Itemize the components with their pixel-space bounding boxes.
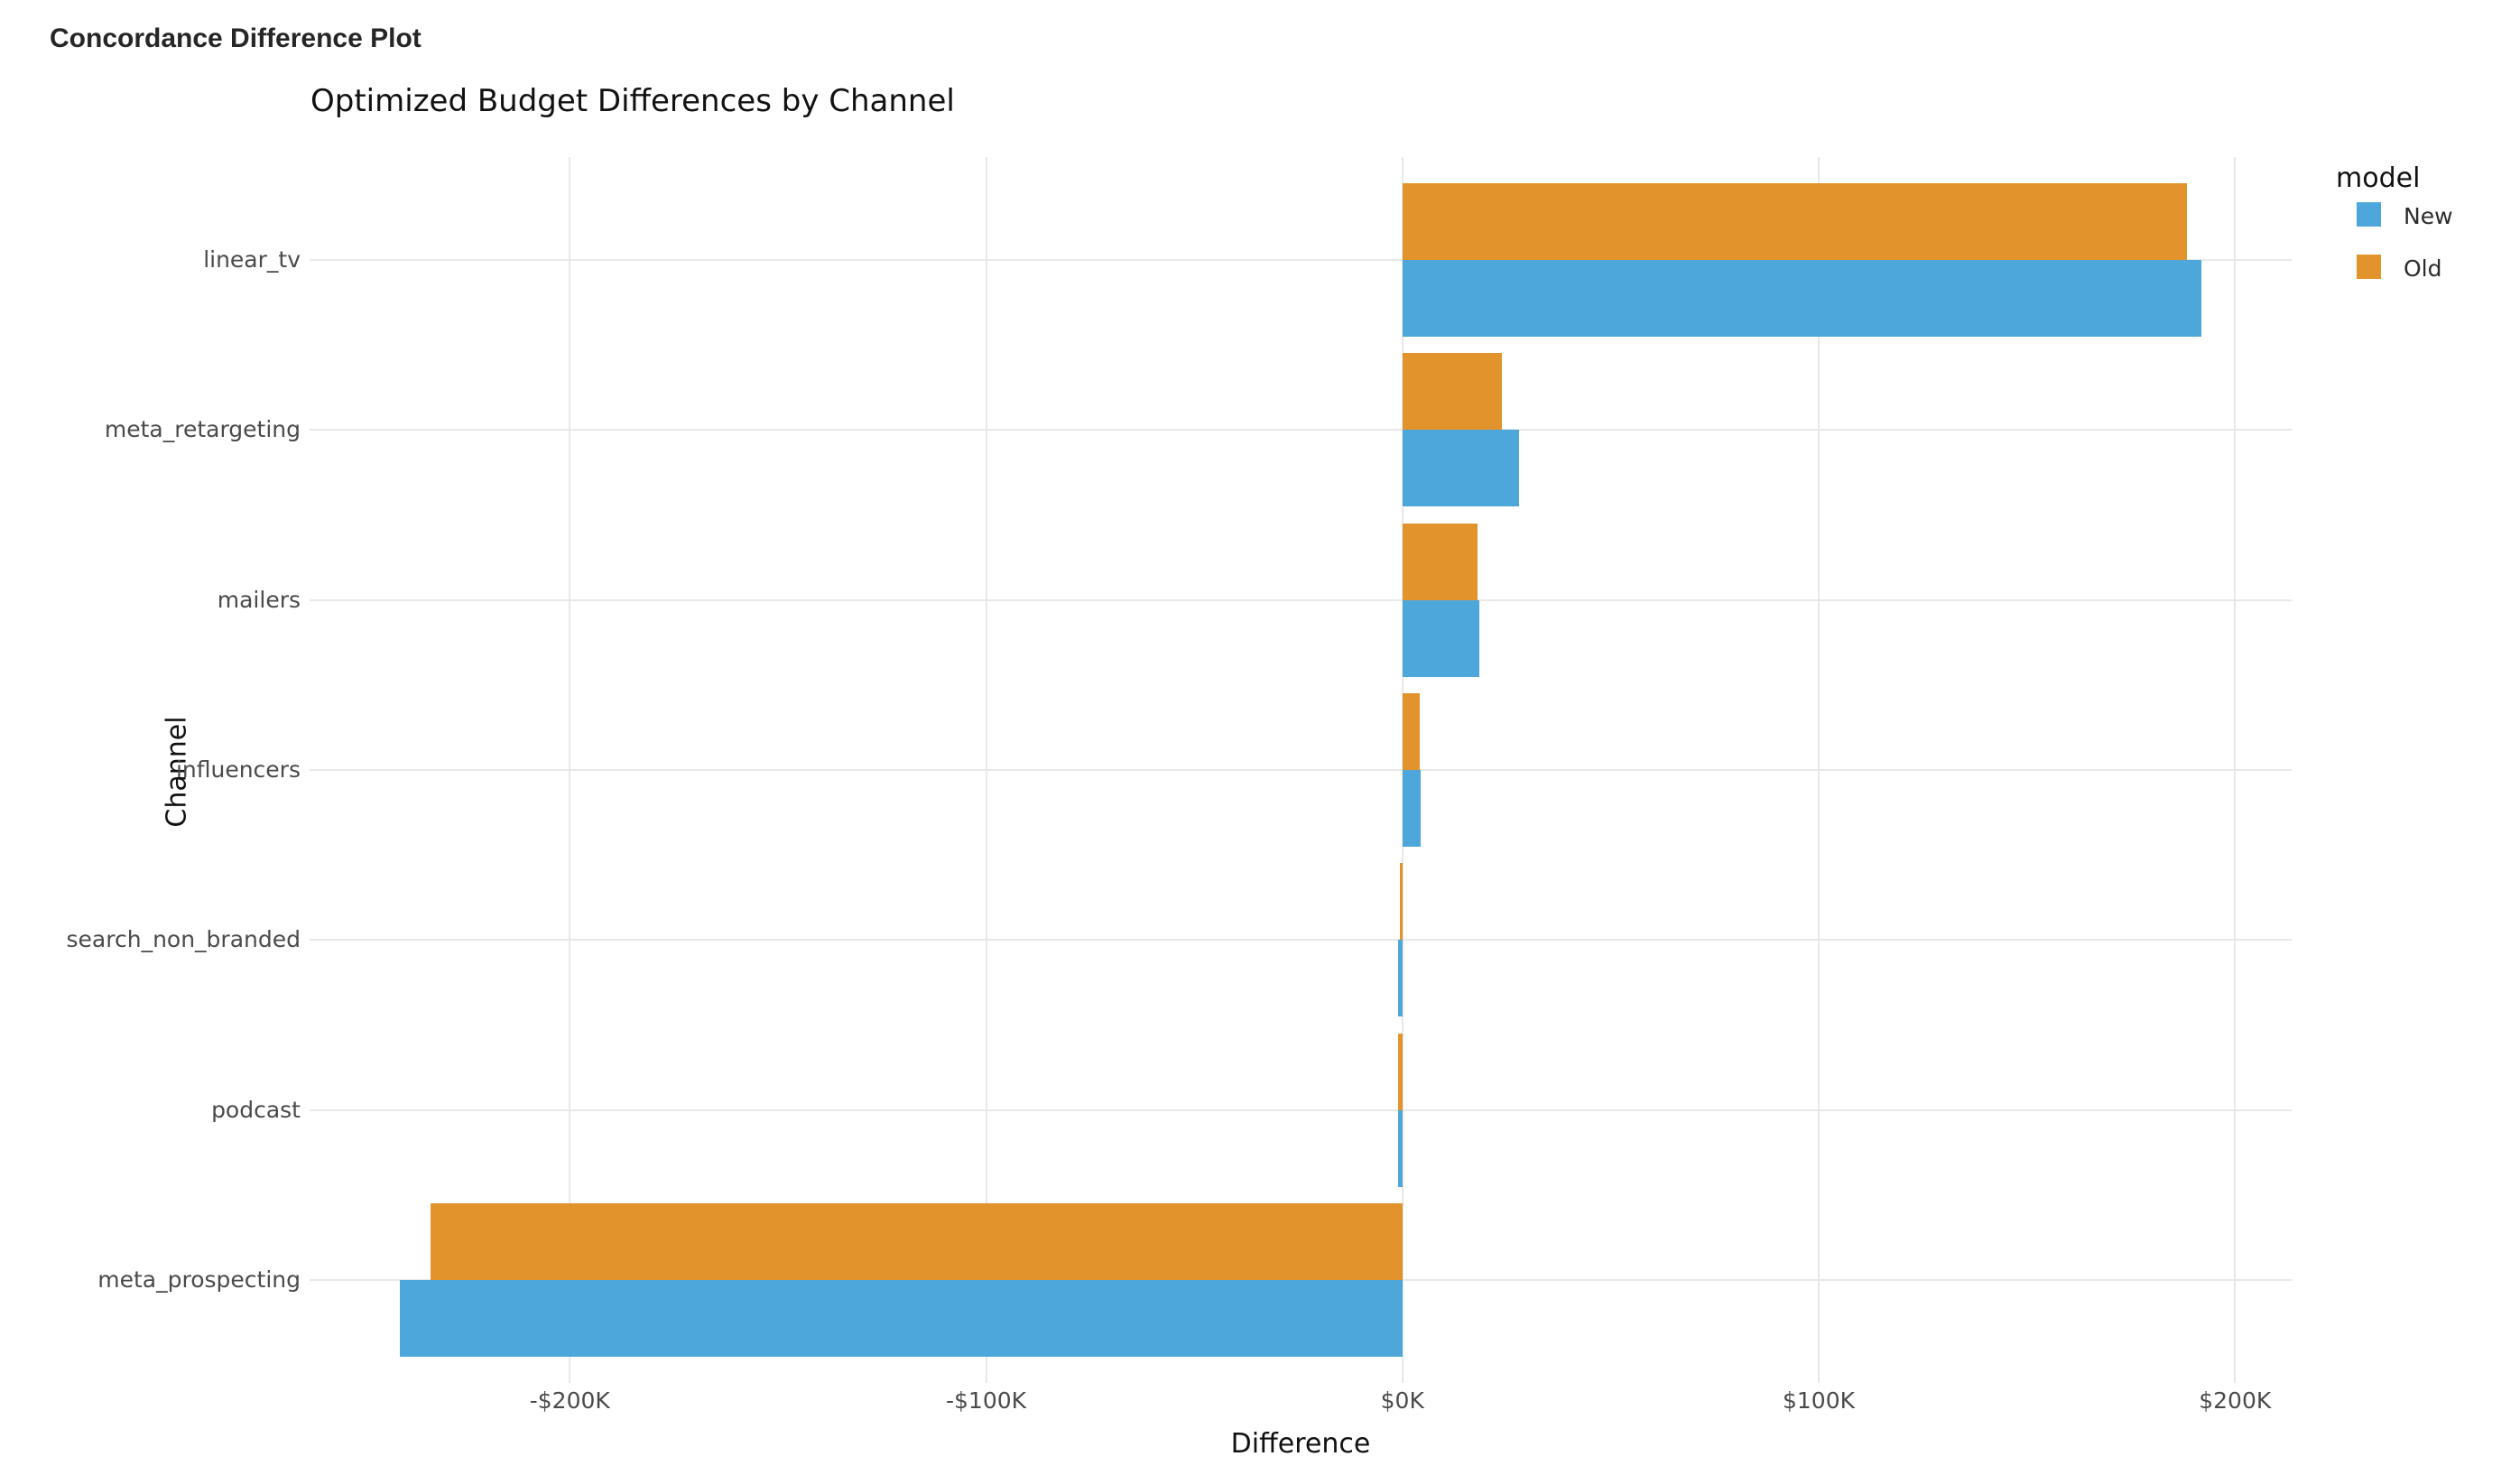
legend-swatch-new	[2357, 202, 2381, 227]
legend-title: model	[2336, 162, 2421, 194]
y-tick-label: mailers	[217, 586, 301, 613]
y-tick-label: search_non_branded	[66, 926, 301, 953]
y-tick-label: podcast	[211, 1096, 301, 1123]
bar-old-influencers	[1402, 692, 1420, 770]
y-gridline	[310, 939, 2292, 942]
bar-new-meta_prospecting	[400, 1279, 1403, 1357]
bar-new-podcast	[1398, 1109, 1403, 1187]
legend-item-label: Old	[2404, 255, 2442, 282]
bar-new-meta_retargeting	[1402, 430, 1519, 507]
x-tick-label: $100K	[1783, 1387, 1856, 1414]
bar-new-mailers	[1402, 599, 1480, 677]
y-tick-label: linear_tv	[203, 246, 301, 273]
bar-old-meta_prospecting	[431, 1202, 1403, 1280]
x-tick-label: -$100K	[945, 1387, 1027, 1414]
page-title: Concordance Difference Plot	[50, 23, 422, 53]
x-tick-label: $200K	[2199, 1387, 2272, 1414]
y-gridline	[310, 429, 2292, 431]
bar-old-meta_retargeting	[1402, 353, 1503, 431]
y-gridline	[310, 1109, 2292, 1111]
legend-swatch-old	[2357, 255, 2381, 279]
bar-new-influencers	[1402, 769, 1422, 847]
x-axis-title: Difference	[1230, 1428, 1371, 1460]
bar-new-search_non_branded	[1397, 940, 1403, 1017]
bar-old-podcast	[1397, 1033, 1403, 1110]
legend-item-label: New	[2404, 203, 2453, 229]
bar-old-search_non_branded	[1400, 863, 1403, 941]
bar-new-linear_tv	[1402, 260, 2202, 337]
chart-title: Optimized Budget Differences by Channel	[310, 83, 955, 119]
y-tick-label: meta_prospecting	[97, 1266, 301, 1293]
bar-old-mailers	[1402, 523, 1478, 600]
x-tick-label: $0K	[1380, 1387, 1424, 1414]
y-tick-label: influencers	[175, 756, 301, 783]
y-gridline	[310, 259, 2292, 261]
y-gridline	[310, 768, 2292, 771]
y-tick-label: meta_retargeting	[104, 416, 301, 443]
x-tick-label: -$200K	[529, 1387, 610, 1414]
y-gridline	[310, 598, 2292, 601]
bar-old-linear_tv	[1402, 183, 2188, 260]
